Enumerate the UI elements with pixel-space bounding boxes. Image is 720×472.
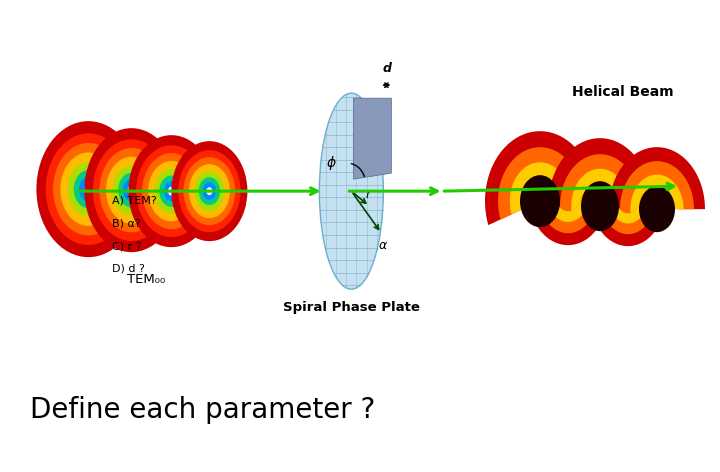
- Ellipse shape: [202, 182, 216, 200]
- Polygon shape: [560, 154, 640, 219]
- Ellipse shape: [184, 157, 235, 225]
- Ellipse shape: [68, 162, 109, 216]
- Text: TEM₀₀: TEM₀₀: [127, 273, 166, 286]
- Polygon shape: [600, 196, 655, 234]
- Ellipse shape: [127, 185, 135, 195]
- Ellipse shape: [99, 148, 163, 232]
- Ellipse shape: [189, 164, 230, 218]
- Text: $\phi$: $\phi$: [326, 154, 337, 172]
- Polygon shape: [609, 147, 705, 220]
- Polygon shape: [590, 196, 665, 246]
- Polygon shape: [571, 169, 629, 216]
- Ellipse shape: [84, 128, 179, 252]
- Ellipse shape: [46, 134, 131, 245]
- Ellipse shape: [123, 179, 140, 202]
- Text: d: d: [383, 62, 392, 75]
- Polygon shape: [546, 193, 589, 222]
- Ellipse shape: [159, 176, 184, 207]
- Text: D) d ?: D) d ?: [112, 264, 145, 274]
- Polygon shape: [354, 98, 392, 179]
- Ellipse shape: [84, 184, 93, 194]
- Polygon shape: [631, 175, 684, 215]
- Polygon shape: [623, 165, 691, 217]
- Ellipse shape: [79, 177, 98, 202]
- Ellipse shape: [520, 175, 560, 227]
- Ellipse shape: [171, 141, 248, 241]
- Ellipse shape: [207, 187, 212, 195]
- Polygon shape: [548, 138, 652, 224]
- Text: r: r: [365, 188, 371, 201]
- Polygon shape: [620, 161, 694, 218]
- Ellipse shape: [93, 139, 170, 241]
- Ellipse shape: [148, 161, 194, 221]
- Ellipse shape: [179, 150, 240, 232]
- Polygon shape: [538, 193, 598, 233]
- Ellipse shape: [163, 181, 179, 201]
- Ellipse shape: [37, 121, 140, 257]
- Text: Define each parameter ?: Define each parameter ?: [30, 396, 375, 424]
- Text: Spiral Phase Plate: Spiral Phase Plate: [283, 301, 420, 314]
- Ellipse shape: [128, 135, 215, 247]
- Polygon shape: [498, 147, 582, 219]
- Ellipse shape: [168, 187, 175, 195]
- Polygon shape: [528, 193, 608, 245]
- Ellipse shape: [74, 170, 103, 208]
- Ellipse shape: [320, 93, 383, 289]
- Text: Helical Beam: Helical Beam: [572, 85, 674, 99]
- Polygon shape: [562, 157, 637, 219]
- Ellipse shape: [639, 186, 675, 232]
- Polygon shape: [500, 151, 580, 219]
- Text: $\alpha$: $\alpha$: [378, 239, 388, 252]
- Polygon shape: [608, 196, 647, 224]
- Polygon shape: [600, 196, 654, 232]
- Text: A) TEM?: A) TEM?: [112, 196, 156, 206]
- Ellipse shape: [136, 145, 207, 237]
- Ellipse shape: [118, 173, 145, 208]
- Ellipse shape: [581, 181, 619, 231]
- Text: C) r ?: C) r ?: [112, 241, 141, 251]
- Polygon shape: [485, 131, 595, 225]
- Text: B) α?: B) α?: [112, 219, 140, 228]
- Ellipse shape: [142, 153, 201, 229]
- Ellipse shape: [199, 177, 220, 205]
- Ellipse shape: [194, 171, 225, 211]
- Ellipse shape: [60, 152, 117, 226]
- Ellipse shape: [154, 169, 189, 213]
- Ellipse shape: [106, 157, 157, 224]
- Ellipse shape: [112, 165, 150, 215]
- Ellipse shape: [53, 143, 124, 236]
- Polygon shape: [539, 193, 596, 231]
- Polygon shape: [510, 162, 570, 214]
